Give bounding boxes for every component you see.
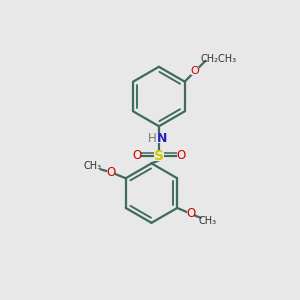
Text: S: S <box>154 149 164 163</box>
Text: O: O <box>177 149 186 162</box>
FancyBboxPatch shape <box>177 151 185 158</box>
FancyBboxPatch shape <box>107 168 115 176</box>
FancyBboxPatch shape <box>145 134 162 143</box>
FancyBboxPatch shape <box>191 68 199 75</box>
Text: O: O <box>186 207 195 220</box>
Text: H: H <box>148 132 157 145</box>
Text: O: O <box>106 166 116 179</box>
Text: O: O <box>191 66 200 76</box>
FancyBboxPatch shape <box>187 210 194 218</box>
Text: O: O <box>132 149 141 162</box>
Text: CH₃: CH₃ <box>84 161 102 171</box>
FancyBboxPatch shape <box>154 151 164 161</box>
FancyBboxPatch shape <box>133 151 140 158</box>
Text: CH₃: CH₃ <box>199 216 217 226</box>
Text: N: N <box>157 132 167 145</box>
Text: CH₂CH₃: CH₂CH₃ <box>201 54 237 64</box>
